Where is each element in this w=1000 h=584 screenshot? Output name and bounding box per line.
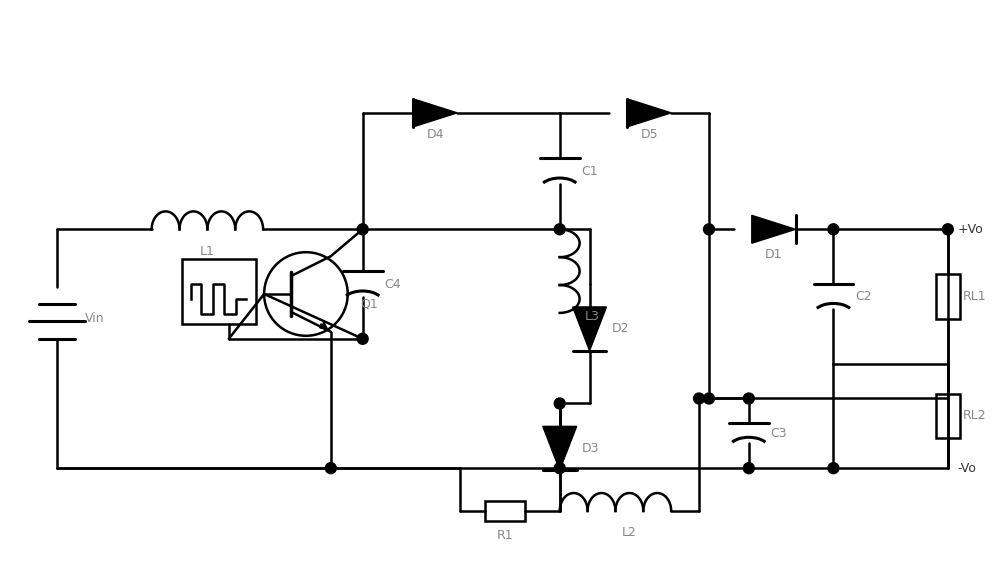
Text: -Vo: -Vo — [958, 462, 977, 475]
Text: L2: L2 — [622, 526, 637, 540]
Circle shape — [325, 463, 336, 474]
Polygon shape — [413, 99, 457, 127]
Polygon shape — [752, 215, 796, 243]
Text: D4: D4 — [427, 128, 444, 141]
Circle shape — [554, 463, 565, 474]
Polygon shape — [573, 307, 606, 351]
Text: D1: D1 — [765, 248, 782, 260]
Circle shape — [694, 393, 705, 404]
Text: RL2: RL2 — [963, 409, 986, 422]
Circle shape — [554, 224, 565, 235]
Bar — [936, 394, 960, 439]
Text: L1: L1 — [200, 245, 215, 258]
Text: C2: C2 — [855, 290, 872, 303]
Bar — [936, 274, 960, 319]
Circle shape — [704, 393, 714, 404]
Text: D3: D3 — [582, 442, 599, 455]
Circle shape — [704, 224, 714, 235]
Circle shape — [743, 463, 754, 474]
Circle shape — [743, 393, 754, 404]
Circle shape — [828, 463, 839, 474]
Text: Q1: Q1 — [361, 297, 378, 311]
Circle shape — [357, 224, 368, 235]
Bar — [485, 501, 525, 521]
Text: R1: R1 — [497, 529, 513, 543]
Text: C1: C1 — [582, 165, 598, 178]
Circle shape — [828, 224, 839, 235]
Circle shape — [554, 398, 565, 409]
Polygon shape — [627, 99, 671, 127]
Text: D5: D5 — [640, 128, 658, 141]
Text: C4: C4 — [385, 277, 401, 290]
Text: Vin: Vin — [85, 312, 105, 325]
Circle shape — [942, 224, 953, 235]
Polygon shape — [543, 426, 577, 470]
Text: C3: C3 — [771, 427, 787, 440]
Text: D2: D2 — [611, 322, 629, 335]
Circle shape — [357, 333, 368, 344]
Text: +Vo: +Vo — [958, 223, 984, 236]
Text: RL1: RL1 — [963, 290, 986, 303]
Text: L3: L3 — [585, 310, 599, 323]
